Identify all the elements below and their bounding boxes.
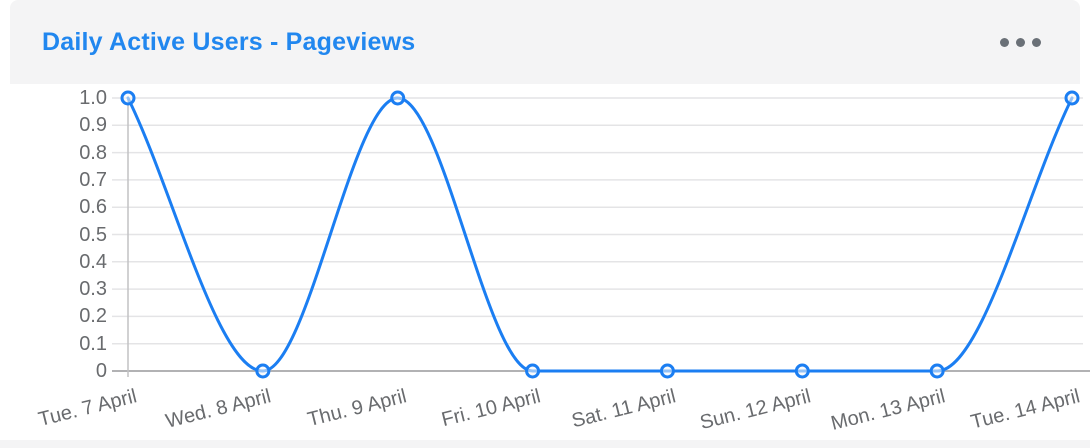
data-point-marker[interactable] (659, 363, 675, 379)
ellipsis-dot-icon (1000, 37, 1009, 47)
data-point-marker[interactable] (390, 90, 406, 106)
y-axis-tick-label: 0.6 (79, 196, 107, 219)
bottom-edge-strip (0, 440, 1090, 448)
y-axis-tick-label: 0.4 (79, 250, 107, 273)
y-axis-tick-label: 0.7 (79, 168, 107, 191)
data-point-marker[interactable] (120, 90, 136, 106)
ellipsis-dot-icon (1032, 37, 1041, 47)
data-point-marker[interactable] (1064, 90, 1080, 106)
y-axis-tick-label: 0.9 (79, 114, 107, 137)
data-point-marker[interactable] (525, 363, 541, 379)
widget-header: Daily Active Users - Pageviews (10, 0, 1080, 84)
data-point-marker[interactable] (255, 363, 271, 379)
y-axis-tick-label: 0.1 (79, 332, 107, 355)
y-axis-tick-label: 0 (95, 360, 107, 382)
ellipsis-menu-button[interactable] (996, 32, 1045, 53)
line-chart-area[interactable]: 1.0 0.9 0.8 0.7 0.6 0.5 0.4 0.3 0.2 0.1 0 Tue. 7 A… (0, 84, 1090, 448)
y-axis-tick-label: 0.3 (79, 278, 107, 301)
data-point-marker[interactable] (929, 363, 945, 379)
y-axis-tick-label: 0.2 (79, 305, 107, 328)
y-axis-tick-label: 0.5 (79, 223, 107, 246)
y-axis-tick-label: 1.0 (79, 87, 107, 109)
data-point-marker[interactable] (794, 363, 810, 379)
y-axis-tick-label: 0.8 (79, 141, 107, 164)
ellipsis-dot-icon (1016, 37, 1025, 47)
chart-title: Daily Active Users - Pageviews (42, 27, 416, 56)
line-chart-svg (112, 90, 1090, 379)
